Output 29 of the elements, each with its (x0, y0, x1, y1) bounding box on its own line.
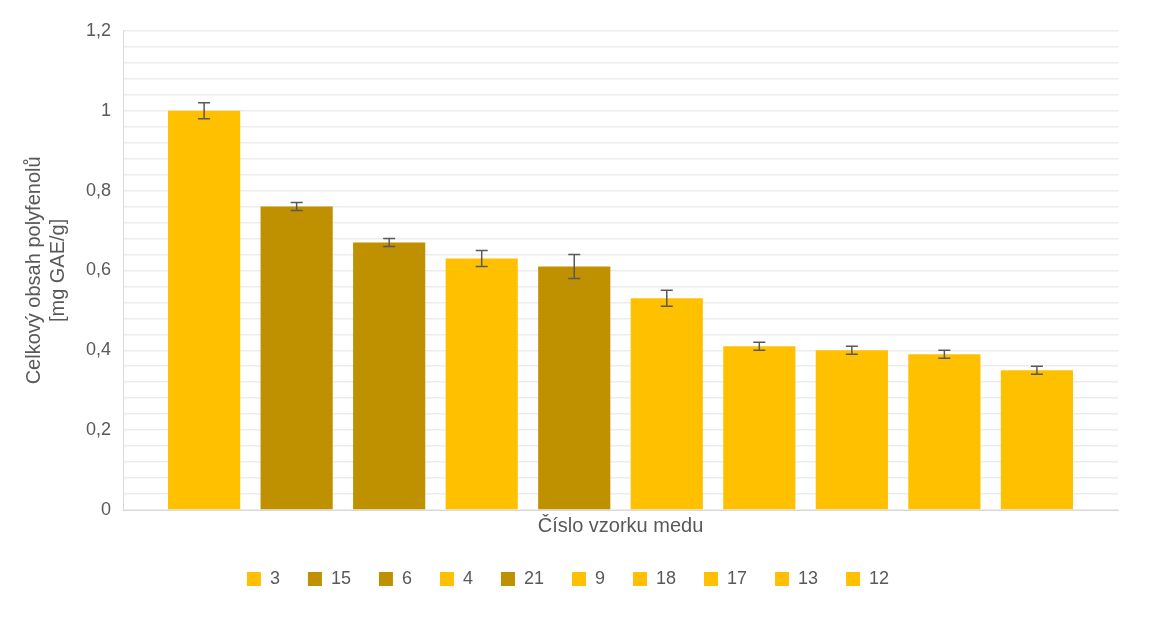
bar (723, 346, 796, 510)
legend-label: 6 (401, 567, 412, 588)
bar (445, 258, 518, 510)
y-tick-label: 0,6 (85, 259, 112, 280)
legend-label: 17 (727, 567, 748, 588)
legend-label: 4 (462, 567, 473, 588)
bar (1000, 370, 1073, 510)
bar (908, 354, 981, 510)
bar (815, 350, 888, 510)
y-tick-label: 0 (101, 498, 112, 519)
bar (168, 110, 241, 510)
y-tick-label: 1,2 (85, 19, 112, 40)
y-tick-label: 1 (101, 99, 112, 120)
legend-label: 13 (798, 567, 819, 588)
legend-label: 21 (523, 567, 544, 588)
bar (353, 242, 426, 510)
legend-label: 18 (656, 567, 677, 588)
y-tick-label: 0,8 (85, 179, 112, 200)
y-axis-title: Celkový obsah polyfenolů [mg GAE/g] (21, 156, 68, 385)
legend-label: 15 (330, 567, 351, 588)
legend-label: 3 (269, 567, 280, 588)
x-axis-title: Číslo vzorku medu (537, 513, 704, 536)
legend-label: 12 (869, 567, 890, 588)
bar (538, 266, 611, 510)
bar (630, 298, 703, 510)
y-tick-label: 0,4 (85, 339, 112, 360)
y-tick-label: 0,2 (85, 419, 112, 440)
legend-label: 9 (594, 567, 605, 588)
bar (260, 206, 333, 510)
